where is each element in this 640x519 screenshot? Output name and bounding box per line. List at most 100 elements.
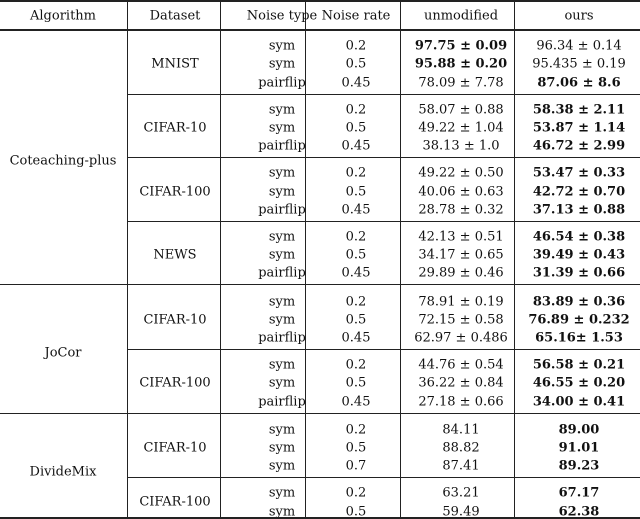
unmodified-cell: 44.76 ± 0.54	[418, 357, 504, 373]
noise-type-cell: sym	[268, 56, 296, 72]
unmodified-cell: 29.89 ± 0.46	[418, 265, 504, 281]
noise-rate-cell: 0.45	[341, 202, 371, 218]
table-rule	[127, 157, 640, 159]
column-header: Noise rate	[321, 8, 391, 24]
ours-cell: 34.00 ± 0.41	[532, 394, 626, 409]
unmodified-cell: 63.21	[442, 485, 480, 501]
table-rule	[127, 349, 640, 350]
ours-cell: 37.13 ± 0.88	[532, 202, 626, 218]
noise-type-cell: sym	[268, 312, 296, 328]
unmodified-cell: 78.09 ± 7.78	[418, 75, 504, 90]
ours-cell: 96.34 ± 0.14	[536, 38, 622, 54]
noise-rate-cell: 0.5	[345, 375, 367, 391]
algorithm-cell: Coteaching-plus	[9, 153, 117, 169]
noise-type-cell: sym	[268, 357, 296, 373]
dataset-cell: CIFAR-10	[143, 440, 207, 456]
column-header: Dataset	[149, 8, 201, 24]
noise-type-cell: sym	[268, 247, 296, 263]
dataset-cell: CIFAR-10	[143, 312, 207, 328]
ours-cell: 56.58 ± 0.21	[532, 357, 626, 373]
dataset-cell: CIFAR-100	[139, 184, 211, 199]
noise-rate-cell: 0.5	[345, 184, 367, 199]
ours-cell: 46.72 ± 2.99	[532, 138, 626, 154]
column-divider	[400, 0, 401, 519]
unmodified-cell: 27.18 ± 0.66	[418, 394, 504, 409]
noise-type-cell: sym	[268, 184, 296, 199]
unmodified-cell: 49.22 ± 1.04	[418, 120, 504, 136]
table-rule	[0, 412, 640, 414]
unmodified-cell: 36.22 ± 0.84	[418, 375, 504, 391]
ours-cell: 46.54 ± 0.38	[532, 229, 626, 245]
noise-rate-cell: 0.2	[345, 294, 367, 309]
noise-rate-cell: 0.5	[345, 56, 367, 72]
noise-rate-cell: 0.45	[341, 394, 371, 409]
noise-rate-cell: 0.5	[345, 120, 367, 136]
noise-rate-cell: 0.45	[341, 138, 371, 154]
ours-cell: 91.01	[558, 440, 600, 456]
ours-cell: 87.06 ± 8.6	[537, 75, 621, 90]
column-header: Noise type	[246, 8, 318, 24]
algorithm-cell: DivideMix	[29, 464, 97, 480]
dataset-cell: MNIST	[151, 56, 199, 72]
noise-type-cell: sym	[268, 504, 296, 519]
algorithm-cell: JoCor	[44, 345, 82, 360]
table-rule	[127, 477, 640, 479]
noise-rate-cell: 0.2	[345, 165, 367, 181]
column-divider	[305, 0, 306, 519]
dataset-cell: CIFAR-100	[139, 494, 211, 510]
ours-cell: 53.47 ± 0.33	[532, 165, 626, 181]
unmodified-cell: 95.88 ± 0.20	[414, 56, 508, 72]
ours-cell: 39.49 ± 0.43	[532, 247, 626, 263]
table-rule	[127, 220, 640, 222]
noise-type-cell: pairflip	[258, 202, 306, 218]
unmodified-cell: 88.82	[442, 440, 480, 456]
noise-rate-cell: 0.5	[345, 504, 367, 519]
ours-cell: 53.87 ± 1.14	[532, 120, 626, 136]
unmodified-cell: 59.49	[442, 504, 480, 519]
ours-cell: 83.89 ± 0.36	[532, 294, 626, 309]
noise-rate-cell: 0.5	[345, 440, 367, 456]
noise-type-cell: pairflip	[258, 394, 306, 409]
noise-type-cell: sym	[268, 38, 296, 54]
column-divider	[127, 0, 128, 519]
noise-type-cell: pairflip	[258, 75, 306, 90]
noise-rate-cell: 0.45	[341, 265, 371, 281]
noise-rate-cell: 0.45	[341, 75, 371, 90]
noise-rate-cell: 0.5	[345, 312, 367, 328]
table-rule	[0, 517, 640, 519]
column-header: Algorithm	[30, 8, 96, 24]
noise-rate-cell: 0.2	[345, 102, 367, 118]
column-header: unmodified	[423, 8, 499, 24]
noise-type-cell: pairflip	[258, 265, 306, 281]
ours-cell: 46.55 ± 0.20	[532, 375, 626, 391]
ours-cell: 65.16± 1.53	[535, 330, 623, 346]
ours-cell: 89.23	[558, 458, 600, 474]
noise-rate-cell: 0.7	[345, 458, 367, 474]
dataset-cell: NEWS	[153, 247, 197, 263]
unmodified-cell: 62.97 ± 0.486	[414, 330, 508, 346]
noise-type-cell: pairflip	[258, 330, 306, 346]
noise-rate-cell: 0.2	[345, 229, 367, 245]
ours-cell: 76.89 ± 0.232	[528, 312, 630, 328]
noise-rate-cell: 0.5	[345, 247, 367, 263]
ours-cell: 42.72 ± 0.70	[532, 184, 626, 199]
noise-type-cell: sym	[268, 440, 296, 456]
noise-type-cell: sym	[268, 485, 296, 501]
table-rule	[0, 0, 640, 2]
ours-cell: 89.00	[558, 422, 600, 438]
dataset-cell: CIFAR-10	[143, 120, 207, 136]
unmodified-cell: 28.78 ± 0.32	[418, 202, 504, 218]
unmodified-cell: 40.06 ± 0.63	[418, 184, 504, 199]
ours-cell: 58.38 ± 2.11	[532, 102, 626, 118]
table-rule	[127, 93, 640, 95]
noise-type-cell: sym	[268, 165, 296, 181]
unmodified-cell: 87.41	[442, 458, 480, 474]
unmodified-cell: 58.07 ± 0.88	[418, 102, 504, 118]
table-rule	[0, 284, 640, 286]
ours-cell: 95.435 ± 0.19	[532, 56, 626, 72]
noise-type-cell: sym	[268, 102, 296, 118]
noise-rate-cell: 0.2	[345, 38, 367, 54]
unmodified-cell: 34.17 ± 0.65	[418, 247, 504, 263]
unmodified-cell: 97.75 ± 0.09	[414, 38, 508, 54]
